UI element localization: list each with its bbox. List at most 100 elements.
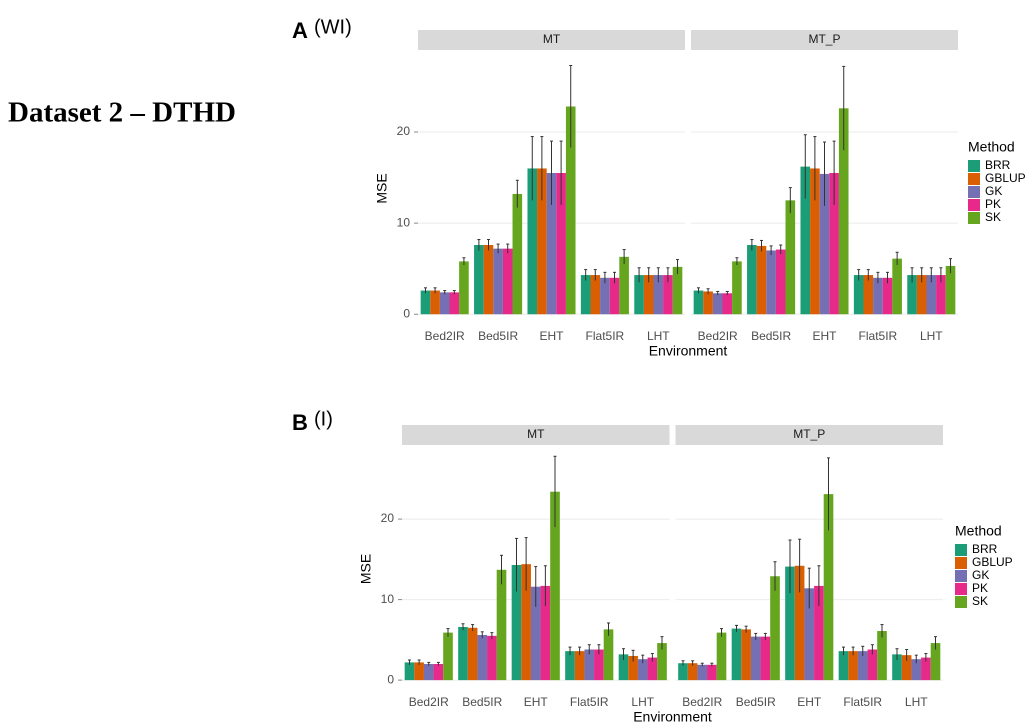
- legend-swatch: [955, 596, 967, 608]
- bar: [838, 651, 849, 681]
- bar: [594, 649, 604, 681]
- bar: [502, 248, 513, 315]
- bar: [867, 649, 878, 681]
- bar: [493, 248, 503, 315]
- facet-strip: [675, 425, 943, 445]
- bar: [823, 494, 834, 681]
- legend-swatch: [968, 199, 980, 211]
- bar: [829, 173, 839, 315]
- bar: [430, 290, 440, 315]
- bar: [848, 651, 858, 681]
- bar: [458, 626, 468, 681]
- bar: [853, 275, 864, 315]
- facet-strip: [691, 30, 958, 50]
- bar: [693, 290, 704, 315]
- bar: [766, 250, 776, 315]
- x-tick-label: Bed5IR: [736, 695, 776, 709]
- bar: [877, 631, 887, 681]
- facet-strip-label: MT_P: [808, 32, 840, 46]
- bar: [600, 277, 610, 315]
- bar: [433, 664, 444, 681]
- bar: [760, 636, 771, 681]
- bar: [770, 576, 780, 681]
- bar: [741, 629, 751, 681]
- bar: [747, 244, 757, 315]
- bar: [907, 275, 917, 315]
- bar: [750, 636, 761, 681]
- bar: [647, 657, 658, 681]
- bar: [565, 106, 576, 315]
- legend-swatch: [968, 160, 980, 172]
- bar: [550, 491, 560, 681]
- bar: [732, 261, 742, 315]
- bar: [580, 275, 591, 315]
- bar: [901, 655, 912, 681]
- panel-label: A: [292, 18, 308, 43]
- bar: [926, 275, 937, 315]
- bar: [637, 659, 648, 681]
- bar: [565, 651, 575, 681]
- bar: [540, 585, 551, 681]
- x-tick-label: LHT: [905, 695, 928, 709]
- legend-label: SK: [972, 594, 988, 608]
- x-tick-label: Bed5IR: [478, 329, 518, 343]
- bar: [512, 193, 523, 315]
- facet-strip-label: MT_P: [793, 427, 825, 441]
- legend-label: BRR: [985, 158, 1011, 172]
- bar: [443, 632, 453, 681]
- bar: [794, 565, 805, 681]
- bar: [804, 588, 815, 681]
- legend-title: Method: [955, 523, 1002, 539]
- bar: [945, 265, 956, 315]
- x-tick-label: EHT: [797, 695, 822, 709]
- bar: [810, 168, 820, 315]
- y-tick-label: 0: [403, 306, 410, 320]
- legend-swatch: [968, 186, 980, 198]
- bar: [930, 643, 941, 681]
- y-tick-label: 10: [381, 592, 395, 606]
- bar: [467, 627, 478, 681]
- x-tick-label: EHT: [813, 329, 838, 343]
- bar: [477, 635, 488, 681]
- bar: [911, 659, 922, 681]
- panel-note: (I): [314, 408, 333, 430]
- y-tick-label: 20: [397, 124, 411, 138]
- bar: [474, 244, 484, 315]
- x-tick-label: Flat5IR: [859, 329, 898, 343]
- bar: [716, 632, 727, 681]
- bar: [574, 651, 585, 681]
- bar: [521, 564, 531, 681]
- x-axis-title: Environment: [633, 709, 712, 723]
- bar: [634, 275, 644, 315]
- facet-strip: [418, 30, 685, 50]
- legend-label: GK: [985, 184, 1002, 198]
- legend-label: GBLUP: [985, 171, 1026, 185]
- legend-label: SK: [985, 210, 1001, 224]
- bar: [527, 168, 538, 315]
- y-tick-label: 20: [381, 511, 395, 525]
- facet-strip-label: MT: [527, 427, 545, 441]
- bar: [687, 663, 698, 681]
- x-tick-label: Flat5IR: [843, 695, 882, 709]
- bar: [404, 662, 415, 681]
- bar: [800, 166, 811, 315]
- bar: [892, 258, 902, 315]
- bar: [863, 275, 874, 315]
- bar: [892, 654, 902, 681]
- legend-swatch: [955, 583, 967, 595]
- x-tick-label: Flat5IR: [570, 695, 609, 709]
- bar: [921, 657, 931, 681]
- facet-strip-label: MT: [543, 32, 561, 46]
- panel-note: (WI): [314, 16, 352, 38]
- bar: [609, 277, 620, 315]
- legend-swatch: [955, 557, 967, 569]
- bar: [814, 585, 824, 681]
- legend-swatch: [955, 544, 967, 556]
- legend-swatch: [955, 570, 967, 582]
- legend-label: BRR: [972, 542, 998, 556]
- bar: [712, 293, 723, 315]
- bar: [663, 275, 673, 315]
- legend-label: GK: [972, 568, 989, 582]
- bar: [459, 261, 469, 315]
